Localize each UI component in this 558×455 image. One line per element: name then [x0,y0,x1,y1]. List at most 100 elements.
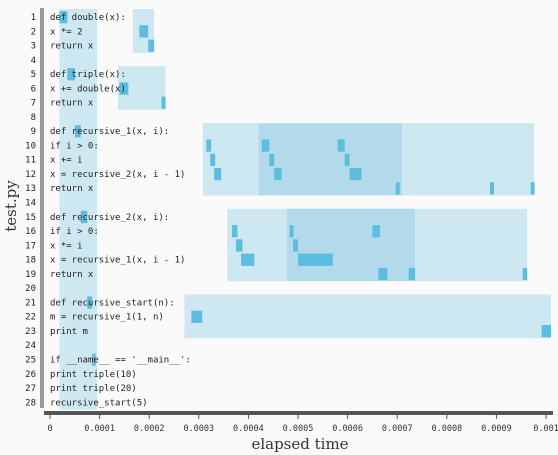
line-event-bar [269,154,274,166]
function-span-recursive-2 [370,209,415,281]
code-line: x *= 2 [50,27,83,37]
file-label: test.py [2,180,20,232]
code-line: if i > 0: [50,141,99,151]
x-axis: 0 0.0001 0.0002 0.0003 0.0004 0.0005 0.0006 0.0… [44,411,558,434]
line-number: 7 [31,99,36,109]
line-number: 12 [25,170,36,180]
line-number: 25 [25,355,36,365]
code-line: x = recursive_1(x, i - 1) [50,256,185,266]
line-event-bar [162,97,166,109]
line-number: 23 [25,327,36,337]
code-line: def double(x): [50,13,126,23]
x-tick-label: 0.0001 [84,424,115,434]
function-span-recursive-2 [415,209,527,281]
line-event-bar [274,168,281,180]
x-tick-label: 0.0006 [332,424,363,434]
line-number: 21 [25,298,36,308]
line-number: 18 [25,256,36,266]
x-tick-label: 0.0008 [431,424,462,434]
line-event-bar [490,182,494,194]
line-event-bar [293,239,298,251]
line-number: 4 [31,56,36,66]
code-line: x += double(x) [50,84,126,94]
x-tick-label: 0.001 [533,424,558,434]
function-span-recursive-1 [493,123,534,195]
line-event-bar [542,325,551,337]
code-line: def recursive_1(x, i): [50,127,169,137]
code-line: return x [50,42,94,52]
code-line: x *= i [50,241,83,251]
line-number: 27 [25,384,36,394]
x-tick-label: 0.0004 [233,424,264,434]
line-number: 24 [25,341,36,351]
line-number: 6 [31,84,36,94]
x-tick-label: 0 [47,424,52,434]
line-event-bar [148,40,154,52]
line-number: 15 [25,213,36,223]
code-line: return x [50,184,94,194]
line-event-bar [378,268,387,280]
line-event-bar [350,168,362,180]
code-line: recursive_start(5) [50,398,148,408]
x-tick-label: 0.0003 [183,424,214,434]
line-event-bar [531,182,535,194]
function-span-module [59,9,97,410]
code-line: def recursive_2(x, i): [50,213,169,223]
line-event-bar [298,254,333,266]
function-span-recursive-2 [287,209,370,281]
line-event-bar [206,139,211,151]
x-tick-label: 0.0009 [481,424,512,434]
line-number: 2 [31,27,36,37]
line-event-bar [345,154,350,166]
line-event-bar [372,225,379,237]
code-line: print triple(10) [50,370,137,380]
code-line: if __name__ == '__main__': [50,355,191,365]
line-event-bar [139,25,148,37]
line-event-bar [214,168,221,180]
code-line: print m [50,327,88,337]
code-line: return x [50,270,94,280]
line-number: 3 [31,42,36,52]
line-number: 17 [25,241,36,251]
line-number: 28 [25,398,36,408]
line-number: 13 [25,184,36,194]
line-number: 5 [31,70,36,80]
x-tick-label: 0.0005 [283,424,314,434]
x-axis-line [44,411,553,415]
code-line: return x [50,99,94,109]
x-axis-label: elapsed time [251,435,348,453]
code-line: m = recursive_1(1, n) [50,313,164,323]
x-tick-label: 0.0002 [134,424,165,434]
line-event-bar [409,268,415,280]
line-number: 16 [25,227,36,237]
line-event-bar [262,139,269,151]
function-span-layer [59,9,551,410]
line-number: 9 [31,127,36,137]
line-number: 22 [25,313,36,323]
line-number: 8 [31,113,36,123]
line-number: 11 [25,156,36,166]
line-event-bar [191,311,202,323]
line-event-bar [210,154,215,166]
code-line: if i > 0: [50,227,99,237]
code-line: print triple(20) [50,384,137,394]
line-number: 14 [25,199,36,209]
line-event-bar [523,268,527,280]
line-number: 10 [25,141,36,151]
line-number: 20 [25,284,36,294]
line-event-bar [290,225,294,237]
line-number-gutter [40,8,44,408]
code-line: x = recursive_2(x, i - 1) [50,170,185,180]
line-event-bar [232,225,237,237]
line-event-bar [396,182,400,194]
line-event-bar [241,254,254,266]
function-span-recursive-1 [402,123,493,195]
code-line: x += i [50,156,83,166]
line-numbers: 1234567891011121314151617181920212223242… [25,13,36,408]
code-line: def triple(x): [50,70,126,80]
line-event-bar [338,139,345,151]
line-number: 19 [25,270,36,280]
function-span-recursive-start [184,294,551,338]
line-event-bar [236,239,242,251]
code-line: def recursive_start(n): [50,298,175,308]
